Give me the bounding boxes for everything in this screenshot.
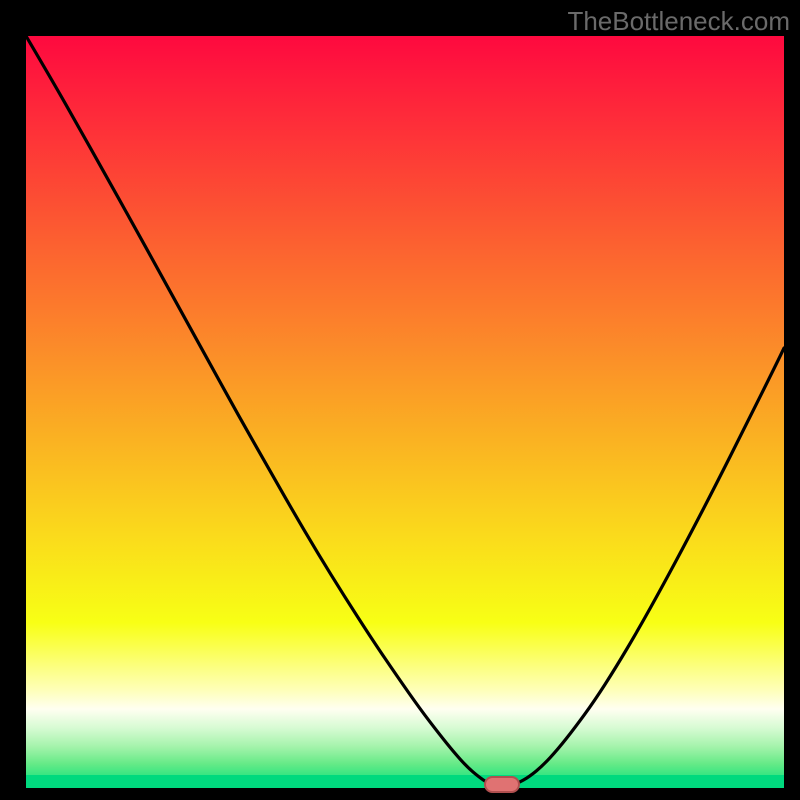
plot-area — [26, 36, 784, 788]
chart-container: TheBottleneck.com — [0, 0, 800, 800]
optimal-point-marker — [484, 776, 520, 793]
watermark-text: TheBottleneck.com — [567, 6, 790, 37]
bottleneck-curve — [26, 36, 784, 788]
